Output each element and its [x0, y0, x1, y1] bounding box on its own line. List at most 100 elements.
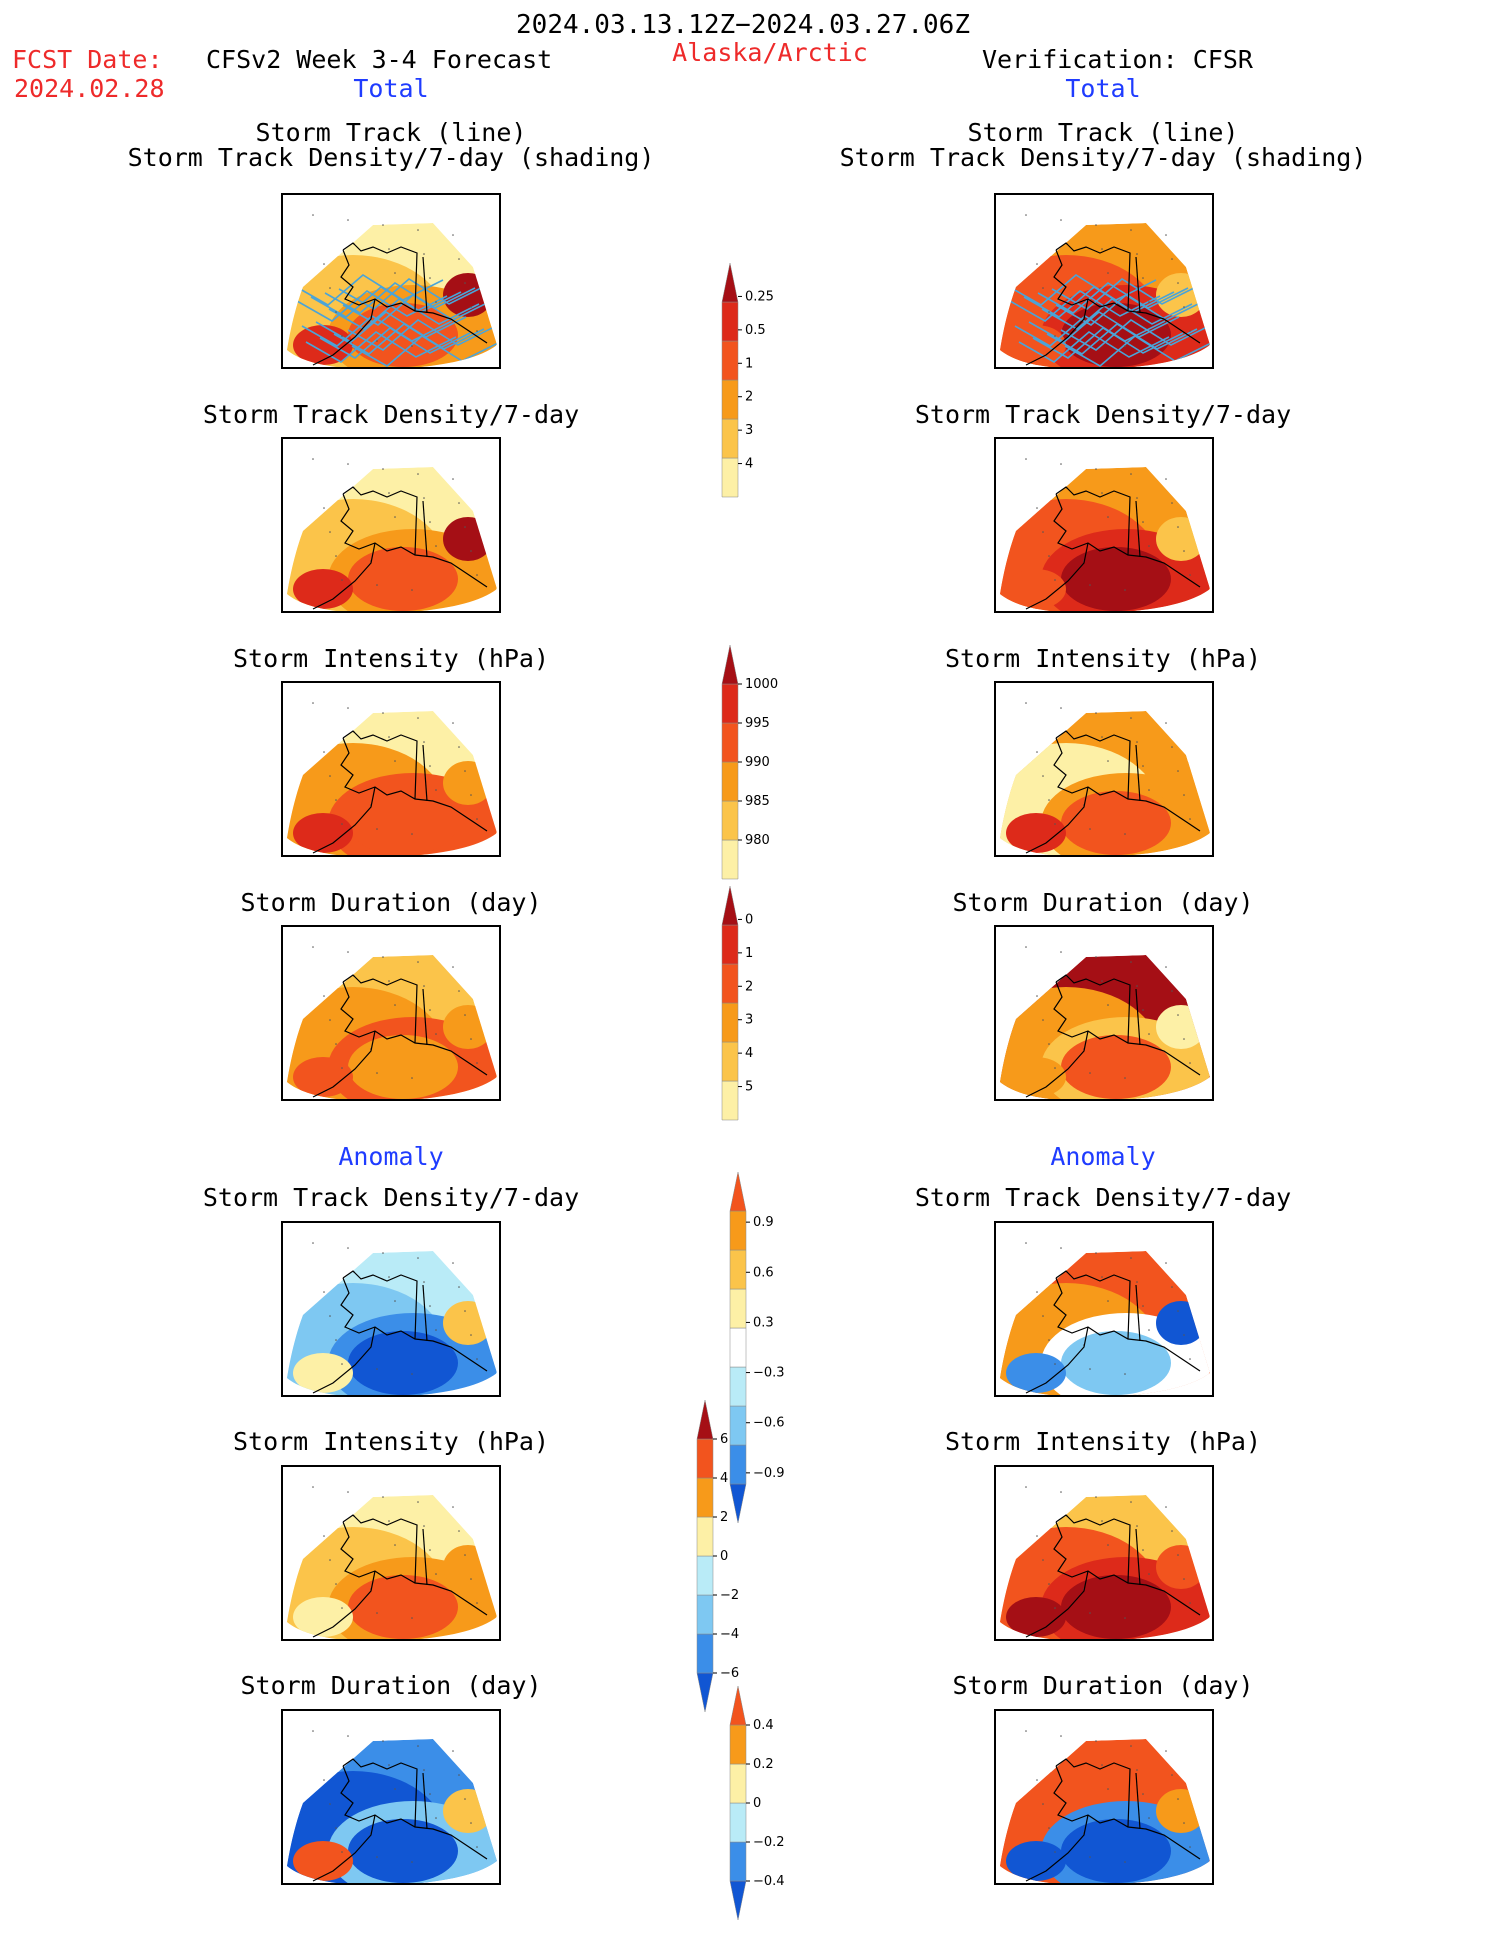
grid-dot — [1095, 712, 1097, 714]
grid-dot — [429, 1009, 431, 1011]
grid-dot — [1124, 1617, 1126, 1619]
grid-dot — [464, 1310, 466, 1312]
grid-dot — [476, 330, 478, 332]
grid-dot — [1036, 263, 1038, 265]
grid-dot — [417, 717, 419, 719]
grid-dot — [335, 1827, 337, 1829]
grid-dot — [1148, 1329, 1150, 1331]
field-shading — [348, 1035, 458, 1099]
grid-dot — [388, 492, 390, 494]
panel-title-intensity-left: Storm Intensity (hPa) — [232, 644, 550, 673]
field-shading — [348, 1819, 458, 1883]
grid-dot — [1107, 516, 1109, 518]
colorbar-tick-label: 990 — [745, 755, 770, 770]
colorbar-swatch — [721, 722, 739, 763]
grid-dot — [394, 516, 396, 518]
model-title: CFSv2 Week 3-4 Forecast — [206, 45, 553, 74]
grid-dot — [1171, 746, 1173, 748]
grid-dot — [394, 1300, 396, 1302]
grid-dot — [429, 765, 431, 767]
grid-dot — [429, 1305, 431, 1307]
grid-dot — [1101, 1764, 1103, 1766]
grid-dot — [335, 1339, 337, 1341]
grid-dot — [329, 775, 331, 777]
colorbar-tick-label: 4 — [745, 457, 753, 472]
grid-dot — [1165, 1750, 1167, 1752]
grid-dot — [1189, 818, 1191, 820]
grid-dot — [423, 741, 425, 743]
coastline — [312, 242, 488, 366]
grid-dot — [1042, 1315, 1044, 1317]
grid-dot — [423, 253, 425, 255]
grid-dot — [1124, 1861, 1126, 1863]
colorbar-swatch — [729, 1802, 747, 1843]
map-forecast-duration-anomaly — [281, 1709, 501, 1885]
storm-track-line — [1064, 335, 1210, 367]
panel-title-track-shading-left: Storm Track Density/7-day (shading) — [127, 143, 655, 172]
grid-dot — [1130, 473, 1132, 475]
grid-dot — [382, 468, 384, 470]
grid-dot — [1095, 468, 1097, 470]
grid-dot — [1048, 1583, 1050, 1585]
colorbar-swatch — [721, 683, 739, 724]
grid-dot — [347, 951, 349, 953]
grid-dot — [1060, 707, 1062, 709]
field-shading — [1156, 761, 1206, 805]
grid-dot — [1148, 545, 1150, 547]
grid-dot — [376, 1072, 378, 1074]
colorbar-swatch — [729, 1210, 747, 1251]
grid-dot — [312, 1486, 314, 1488]
grid-dot — [1060, 219, 1062, 221]
grid-dot — [1101, 980, 1103, 982]
grid-dot — [423, 985, 425, 987]
grid-dot — [347, 1491, 349, 1493]
grid-dot — [452, 1262, 454, 1264]
field-shading — [1061, 1575, 1171, 1639]
colorbar-swatch — [696, 1399, 714, 1440]
map-verification-intensity-anomaly — [994, 1465, 1214, 1641]
storm-track-line — [296, 290, 448, 322]
grid-dot — [1142, 1793, 1144, 1795]
grid-dot — [1054, 1067, 1056, 1069]
grid-dot — [1177, 770, 1179, 772]
map-verification-duration-anomaly — [994, 1709, 1214, 1885]
grid-dot — [1183, 306, 1185, 308]
colorbar-swatch — [721, 262, 739, 303]
colorbar-swatch — [696, 1438, 714, 1479]
grid-dot — [1189, 1602, 1191, 1604]
field-shading — [443, 1301, 493, 1345]
fcst-date-label: FCST Date: — [12, 45, 163, 74]
grid-dot — [435, 789, 437, 791]
field-shading — [1061, 1819, 1171, 1883]
map-verification-intensity — [994, 681, 1214, 857]
grid-dot — [1183, 550, 1185, 552]
grid-dot — [1130, 717, 1132, 719]
colorbar-swatch — [721, 761, 739, 802]
field-shading — [1061, 791, 1171, 855]
grid-dot — [417, 229, 419, 231]
storm-track-line — [1041, 298, 1193, 330]
colorbar-swatch — [721, 924, 739, 965]
grid-dot — [312, 946, 314, 948]
coastline — [312, 730, 488, 854]
grid-dot — [423, 1525, 425, 1527]
grid-dot — [411, 833, 413, 835]
grid-dot — [1142, 1549, 1144, 1551]
colorbar-tick-label: 1 — [745, 946, 753, 961]
grid-dot — [411, 1373, 413, 1375]
grid-dot — [347, 1735, 349, 1737]
grid-dot — [376, 340, 378, 342]
field-shading — [1156, 517, 1206, 561]
border-line — [422, 988, 428, 1046]
grid-dot — [1189, 574, 1191, 576]
grid-dot — [1189, 1062, 1191, 1064]
grid-dot — [476, 1358, 478, 1360]
grid-dot — [417, 1745, 419, 1747]
field-shading — [293, 1353, 353, 1393]
colorbar-tick-label: 0.6 — [753, 1265, 774, 1280]
grid-dot — [1142, 1305, 1144, 1307]
grid-dot — [1025, 946, 1027, 948]
storm-track-line — [305, 331, 457, 363]
field-shading — [293, 1597, 353, 1637]
grid-dot — [1107, 1300, 1109, 1302]
